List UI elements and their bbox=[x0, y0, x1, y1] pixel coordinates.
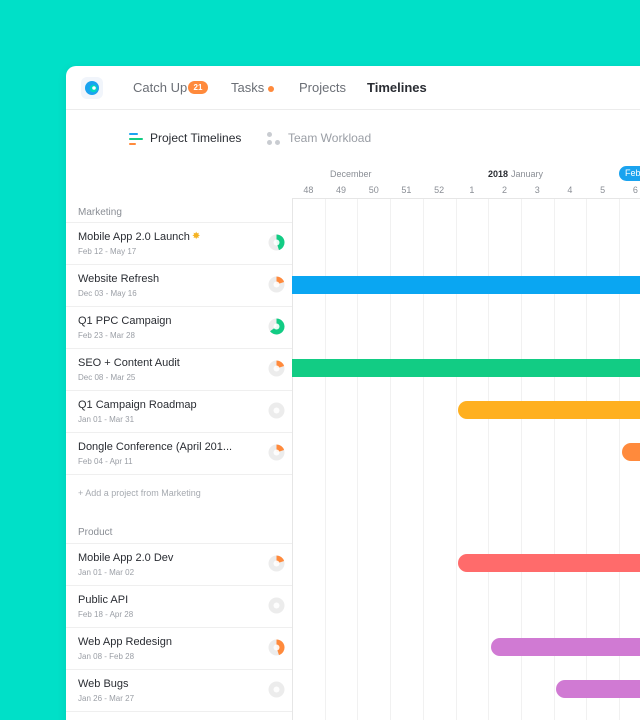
project-name: Dongle Conference (April 201... bbox=[78, 441, 233, 453]
progress-ring-icon bbox=[268, 639, 285, 656]
app-window: Catch Up 21 Tasks Projects Timelines Pro… bbox=[66, 66, 640, 720]
top-nav: Catch Up 21 Tasks Projects Timelines bbox=[66, 66, 640, 110]
gridline bbox=[520, 199, 522, 720]
month-label-february[interactable]: Febr bbox=[619, 166, 640, 181]
gridline bbox=[586, 199, 588, 720]
nav-tasks[interactable]: Tasks bbox=[231, 80, 265, 95]
nav-projects[interactable]: Projects bbox=[299, 80, 346, 95]
progress-ring-icon bbox=[268, 234, 285, 251]
progress-ring-icon bbox=[268, 681, 285, 698]
gridline bbox=[488, 199, 490, 720]
week-label: 49 bbox=[336, 185, 347, 195]
week-label: 5 bbox=[600, 185, 606, 195]
tab-team-workload[interactable]: Team Workload bbox=[288, 131, 372, 145]
week-label: 48 bbox=[303, 185, 314, 195]
timeline-bar-seo-content-audit[interactable] bbox=[292, 359, 640, 377]
grid-top-border bbox=[292, 198, 640, 199]
week-label: 52 bbox=[434, 185, 445, 195]
tasks-notification-dot bbox=[268, 86, 274, 92]
gridline bbox=[324, 199, 326, 720]
week-label: 1 bbox=[469, 185, 475, 195]
add-project-marketing-link[interactable]: + Add a project from Marketing bbox=[78, 488, 201, 498]
project-dates: Feb 04 - Apr 11 bbox=[78, 457, 133, 466]
timeline-icon bbox=[129, 133, 143, 145]
project-name: Web App Redesign bbox=[78, 636, 172, 648]
project-name: Q1 PPC Campaign bbox=[78, 315, 172, 327]
gridline bbox=[390, 199, 392, 720]
year-label: 2018 bbox=[488, 169, 509, 179]
gridline bbox=[619, 199, 620, 720]
project-row[interactable]: Q1 PPC Campaign Feb 23 - Mar 28 bbox=[66, 306, 292, 348]
catch-up-badge: 21 bbox=[188, 81, 208, 94]
project-name: Website Refresh bbox=[78, 273, 160, 285]
project-row[interactable]: Mobile App 2.0 Dev Jan 01 - Mar 02 bbox=[66, 543, 292, 585]
project-row[interactable]: Public API Feb 18 - Apr 28 bbox=[66, 585, 292, 627]
timeline-bar-website-refresh[interactable] bbox=[292, 276, 640, 294]
gridline bbox=[553, 199, 555, 720]
nav-timelines[interactable]: Timelines bbox=[367, 80, 427, 95]
project-name: Mobile App 2.0 Launch bbox=[78, 231, 190, 243]
gridline bbox=[455, 199, 457, 720]
tab-project-timelines[interactable]: Project Timelines bbox=[150, 131, 242, 145]
project-dates: Jan 26 - Mar 27 bbox=[78, 694, 135, 703]
project-row[interactable] bbox=[66, 711, 292, 720]
gridline bbox=[357, 199, 359, 720]
timeline-bar-web-bugs[interactable] bbox=[556, 680, 640, 698]
progress-ring-icon bbox=[268, 555, 285, 572]
progress-ring-icon bbox=[268, 276, 285, 293]
row-divider bbox=[66, 474, 292, 475]
week-label: 4 bbox=[567, 185, 573, 195]
timeline-bar-q1-campaign-roadmap[interactable] bbox=[458, 401, 640, 419]
star-icon[interactable]: ✸ bbox=[192, 231, 201, 242]
app-logo-icon[interactable] bbox=[81, 77, 103, 99]
week-label: 6 bbox=[632, 185, 638, 195]
week-label: 50 bbox=[368, 185, 379, 195]
project-name: SEO + Content Audit bbox=[78, 357, 180, 369]
week-label: 51 bbox=[401, 185, 412, 195]
progress-ring-icon bbox=[268, 444, 285, 461]
progress-ring-icon bbox=[268, 597, 285, 614]
project-name: Public API bbox=[78, 594, 129, 606]
nav-catch-up[interactable]: Catch Up bbox=[133, 80, 188, 95]
project-dates: Jan 08 - Feb 28 bbox=[78, 652, 135, 661]
grid-left-border bbox=[292, 198, 293, 720]
project-dates: Dec 03 - May 16 bbox=[78, 289, 137, 298]
project-row[interactable]: Web App Redesign Jan 08 - Feb 28 bbox=[66, 627, 292, 669]
timeline-bar-dongle-conference[interactable] bbox=[622, 443, 640, 461]
month-label-january: January bbox=[511, 169, 544, 179]
section-title-product: Product bbox=[78, 527, 113, 538]
project-name: Web Bugs bbox=[78, 678, 129, 690]
project-dates: Jan 01 - Mar 31 bbox=[78, 415, 135, 424]
week-label: 3 bbox=[534, 185, 540, 195]
timeline-bar-mobile-app-dev[interactable] bbox=[458, 554, 640, 572]
progress-ring-icon bbox=[268, 318, 285, 335]
project-name: Mobile App 2.0 Dev bbox=[78, 552, 174, 564]
project-name: Q1 Campaign Roadmap bbox=[78, 399, 197, 411]
section-title-marketing: Marketing bbox=[78, 207, 122, 218]
project-row[interactable]: Dongle Conference (April 201... Feb 04 -… bbox=[66, 432, 292, 474]
workload-icon bbox=[267, 132, 283, 146]
project-dates: Feb 12 - May 17 bbox=[78, 247, 137, 256]
gridline bbox=[422, 199, 424, 720]
month-label-december: December bbox=[330, 169, 372, 179]
project-dates: Feb 23 - Mar 28 bbox=[78, 331, 135, 340]
week-label: 2 bbox=[502, 185, 508, 195]
project-dates: Jan 01 - Mar 02 bbox=[78, 568, 135, 577]
project-row[interactable]: Mobile App 2.0 Launch ✸ Feb 12 - May 17 bbox=[66, 222, 292, 264]
progress-ring-icon bbox=[268, 402, 285, 419]
project-dates: Dec 08 - Mar 25 bbox=[78, 373, 136, 382]
project-row[interactable]: Q1 Campaign Roadmap Jan 01 - Mar 31 bbox=[66, 390, 292, 432]
project-row[interactable]: SEO + Content Audit Dec 08 - Mar 25 bbox=[66, 348, 292, 390]
progress-ring-icon bbox=[268, 360, 285, 377]
project-dates: Feb 18 - Apr 28 bbox=[78, 610, 134, 619]
timeline-bar-web-app-redesign[interactable] bbox=[491, 638, 640, 656]
project-row[interactable]: Web Bugs Jan 26 - Mar 27 bbox=[66, 669, 292, 711]
project-row[interactable]: Website Refresh Dec 03 - May 16 bbox=[66, 264, 292, 306]
